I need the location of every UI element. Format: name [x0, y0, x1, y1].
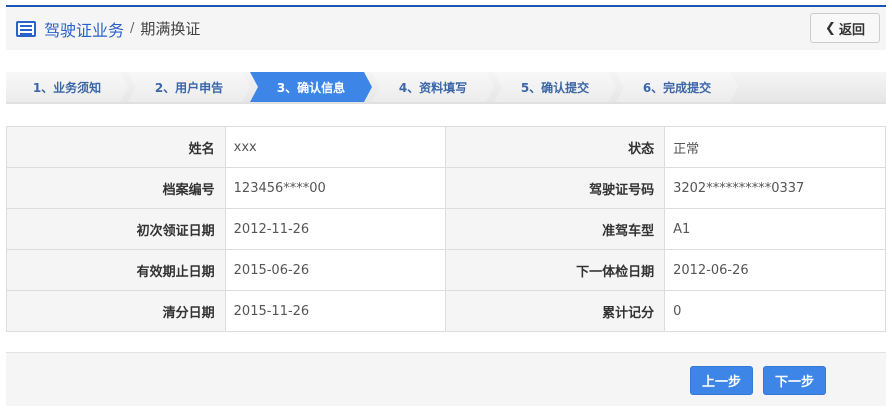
breadcrumb-current: 期满换证 — [140, 20, 201, 38]
footer-bar: 上一步 下一步 — [6, 352, 886, 406]
field-label: 有效期止日期 — [6, 249, 226, 291]
chevron-left-icon: ❮ — [825, 20, 836, 36]
top-accent-line — [6, 5, 886, 7]
field-label: 初次领证日期 — [6, 208, 226, 250]
table-row: 清分日期 2015-11-26 累计记分 0 — [6, 290, 886, 332]
step-1: 1、业务须知 — [6, 72, 128, 102]
field-label: 状态 — [445, 126, 666, 168]
next-step-button[interactable]: 下一步 — [763, 366, 826, 395]
stepper: 1、业务须知 2、用户申告 3、确认信息 4、资料填写 5、确认提交 6、完成提交 — [6, 72, 886, 104]
table-row: 初次领证日期 2012-11-26 准驾车型 A1 — [6, 208, 886, 250]
field-label: 档案编号 — [6, 167, 226, 209]
page-header: 驾驶证业务 / 期满换证 ❮ 返回 — [6, 7, 886, 50]
info-table: 姓名 xxx 状态 正常 档案编号 123456****00 驾驶证号码 3202******… — [6, 126, 886, 332]
field-label: 驾驶证号码 — [445, 167, 666, 209]
field-value: 2012-06-26 — [664, 249, 886, 291]
back-button[interactable]: ❮ 返回 — [810, 13, 880, 43]
table-row: 档案编号 123456****00 驾驶证号码 3202**********0337 — [6, 167, 886, 209]
breadcrumb-section[interactable]: 驾驶证业务 — [44, 20, 125, 40]
field-label: 累计记分 — [445, 290, 666, 332]
prev-step-button[interactable]: 上一步 — [690, 366, 753, 395]
back-label: 返回 — [838, 22, 865, 38]
field-label: 准驾车型 — [445, 208, 666, 250]
breadcrumb-separator: / — [130, 21, 135, 36]
step-4: 4、资料填写 — [372, 72, 494, 102]
list-icon — [16, 20, 36, 37]
step-5: 5、确认提交 — [494, 72, 616, 102]
step-3: 3、确认信息 — [250, 72, 372, 102]
field-label: 姓名 — [6, 126, 226, 168]
field-value: A1 — [664, 208, 886, 250]
field-value: 0 — [664, 290, 886, 332]
field-value: 正常 — [664, 126, 886, 168]
field-value: 2015-06-26 — [224, 249, 447, 291]
field-value: xxx — [224, 126, 447, 168]
field-value: 123456****00 — [224, 167, 447, 209]
table-row: 姓名 xxx 状态 正常 — [6, 126, 886, 168]
field-value: 2015-11-26 — [224, 290, 447, 332]
step-6: 6、完成提交 — [616, 72, 738, 102]
field-value: 2012-11-26 — [224, 208, 447, 250]
step-2: 2、用户申告 — [128, 72, 250, 102]
table-row: 有效期止日期 2015-06-26 下一体检日期 2012-06-26 — [6, 249, 886, 291]
field-value: 3202**********0337 — [664, 167, 886, 209]
field-label: 清分日期 — [6, 290, 226, 332]
field-label: 下一体检日期 — [445, 249, 666, 291]
